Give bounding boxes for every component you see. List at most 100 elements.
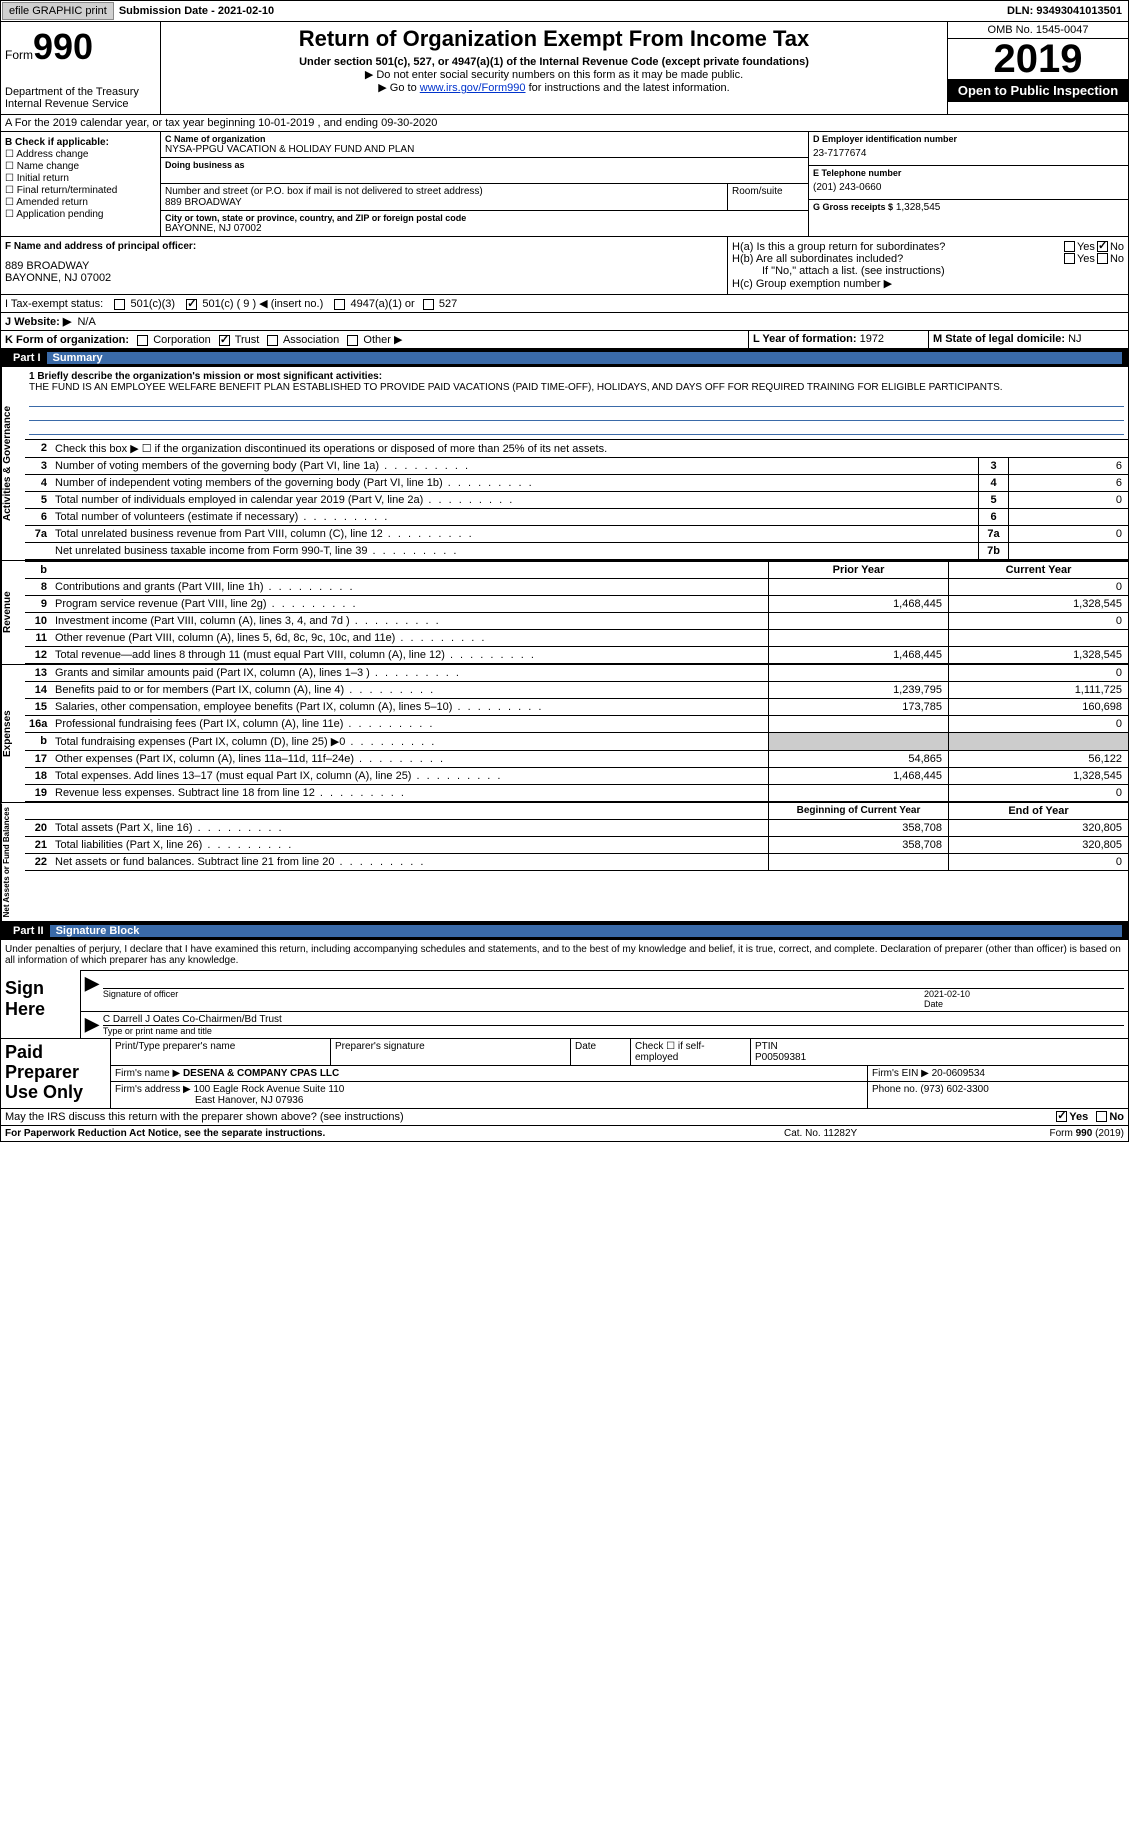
form-title: Return of Organization Exempt From Incom… [165, 26, 943, 52]
officer-name: C Darrell J Oates Co-Chairmen/Bd Trust [103, 1014, 1124, 1026]
firm-addr: 100 Eagle Rock Avenue Suite 110 [194, 1084, 345, 1095]
form-label: Form [5, 48, 33, 62]
gross-label: G Gross receipts $ [813, 202, 893, 212]
i-4947[interactable] [334, 299, 345, 310]
arrow-icon: ▶ [85, 1014, 99, 1036]
phone-label: E Telephone number [813, 168, 1124, 178]
hb-yes[interactable] [1064, 253, 1075, 264]
firm-ein: 20-0609534 [932, 1068, 985, 1079]
line-val: 0 [1008, 526, 1128, 542]
city-label: City or town, state or province, country… [165, 213, 804, 223]
line-box: 5 [978, 492, 1008, 508]
prior-year-val: 358,708 [768, 820, 948, 836]
i-501c3[interactable] [114, 299, 125, 310]
cb-app-pending[interactable]: ☐ Application pending [5, 209, 156, 220]
current-year-val: 0 [948, 854, 1128, 870]
i-501c[interactable] [186, 299, 197, 310]
part2-header: Part II Signature Block [0, 922, 1129, 940]
firm-phone: (973) 602-3300 [920, 1084, 988, 1095]
current-year-val: 0 [948, 579, 1128, 595]
line-box: 3 [978, 458, 1008, 474]
i-527[interactable] [423, 299, 434, 310]
cb-address-change[interactable]: ☐ Address change [5, 149, 156, 160]
may-yes[interactable] [1056, 1111, 1067, 1122]
data-row: 20Total assets (Part X, line 16)358,7083… [25, 820, 1128, 837]
may-no[interactable] [1096, 1111, 1107, 1122]
form-note2: ▶ Go to www.irs.gov/Form990 for instruct… [165, 81, 943, 94]
org-name: NYSA-PPGU VACATION & HOLIDAY FUND AND PL… [165, 144, 804, 155]
data-row: 11Other revenue (Part VIII, column (A), … [25, 630, 1128, 647]
hb-no[interactable] [1097, 253, 1108, 264]
current-year-hdr: Current Year [948, 562, 1128, 578]
box-degh: D Employer identification number 23-7177… [808, 132, 1128, 236]
line-text: Total fundraising expenses (Part IX, col… [51, 733, 768, 750]
dba-label: Doing business as [165, 160, 804, 170]
k-trust[interactable] [219, 335, 230, 346]
line-num: 8 [25, 579, 51, 595]
prior-year-val: 1,468,445 [768, 768, 948, 784]
may-discuss-row: May the IRS discuss this return with the… [0, 1109, 1129, 1126]
city-state-zip: BAYONNE, NJ 07002 [165, 223, 804, 234]
gov-row: 2Check this box ▶ ☐ if the organization … [25, 440, 1128, 458]
arrow-icon: ▶ [85, 973, 99, 1009]
line-num: 16a [25, 716, 51, 732]
cb-name-change[interactable]: ☐ Name change [5, 161, 156, 172]
line-num: 18 [25, 768, 51, 784]
line-box: 6 [978, 509, 1008, 525]
prior-year-val: 1,239,795 [768, 682, 948, 698]
prep-sig-hdr: Preparer's signature [335, 1041, 566, 1052]
form-header: Form990 Department of the Treasury Inter… [0, 22, 1129, 115]
line-text: Investment income (Part VIII, column (A)… [51, 613, 768, 629]
header-right: OMB No. 1545-0047 2019 Open to Public In… [948, 22, 1128, 114]
sign-here-label: Sign Here [1, 970, 81, 1038]
current-year-val: 1,328,545 [948, 768, 1128, 784]
line-text: Contributions and grants (Part VIII, lin… [51, 579, 768, 595]
identity-block: B Check if applicable: ☐ Address change … [0, 132, 1129, 237]
efile-print-button[interactable]: efile GRAPHIC print [2, 2, 114, 20]
current-year-val: 1,328,545 [948, 647, 1128, 663]
line-val: 6 [1008, 458, 1128, 474]
data-row: 13Grants and similar amounts paid (Part … [25, 665, 1128, 682]
sig-officer-label: Signature of officer [103, 989, 924, 999]
ein-cell: D Employer identification number 23-7177… [809, 132, 1128, 166]
prior-year-hdr: Prior Year [768, 562, 948, 578]
current-year-val [948, 733, 1128, 750]
website-value: N/A [77, 316, 95, 328]
line-num: 22 [25, 854, 51, 870]
signature-block: Under penalties of perjury, I declare th… [0, 940, 1129, 1039]
tax-year: 2019 [948, 39, 1128, 79]
current-year-val: 1,328,545 [948, 596, 1128, 612]
addr-cell: Number and street (or P.O. box if mail i… [161, 184, 728, 210]
cb-amended[interactable]: ☐ Amended return [5, 197, 156, 208]
cb-final-return[interactable]: ☐ Final return/terminated [5, 185, 156, 196]
cb-initial-return[interactable]: ☐ Initial return [5, 173, 156, 184]
activities-governance-section: Activities & Governance 1 Briefly descri… [0, 367, 1129, 561]
k-assoc[interactable] [267, 335, 278, 346]
current-year-val: 320,805 [948, 820, 1128, 836]
line-k: K Form of organization: Corporation Trus… [1, 331, 748, 348]
k-other[interactable] [347, 335, 358, 346]
k-corp[interactable] [137, 335, 148, 346]
line-num: 7a [25, 526, 51, 542]
box-c: C Name of organization NYSA-PPGU VACATIO… [161, 132, 808, 236]
data-row: 9Program service revenue (Part VIII, lin… [25, 596, 1128, 613]
current-year-val: 1,111,725 [948, 682, 1128, 698]
sig-line-1: ▶ Signature of officer2021-02-10 Date [81, 970, 1128, 1011]
line-text: Salaries, other compensation, employee b… [51, 699, 768, 715]
org-name-cell: C Name of organization NYSA-PPGU VACATIO… [161, 132, 808, 158]
street-address: 889 BROADWAY [165, 197, 723, 208]
addr-label: Number and street (or P.O. box if mail i… [165, 186, 723, 197]
mission-block: 1 Briefly describe the organization's mi… [25, 367, 1128, 440]
firm-name-lbl: Firm's name ▶ [115, 1068, 180, 1079]
hc-label: H(c) Group exemption number ▶ [732, 277, 1124, 290]
irs-link[interactable]: www.irs.gov/Form990 [420, 82, 526, 94]
ha-no[interactable] [1097, 241, 1108, 252]
line-num: 9 [25, 596, 51, 612]
hb-note: If "No," attach a list. (see instruction… [732, 265, 1124, 277]
gov-row: 3Number of voting members of the governi… [25, 458, 1128, 475]
form-number: Form990 [5, 26, 156, 68]
current-year-val: 0 [948, 785, 1128, 801]
line-num: 20 [25, 820, 51, 836]
ha-yes[interactable] [1064, 241, 1075, 252]
footer: For Paperwork Reduction Act Notice, see … [0, 1126, 1129, 1142]
